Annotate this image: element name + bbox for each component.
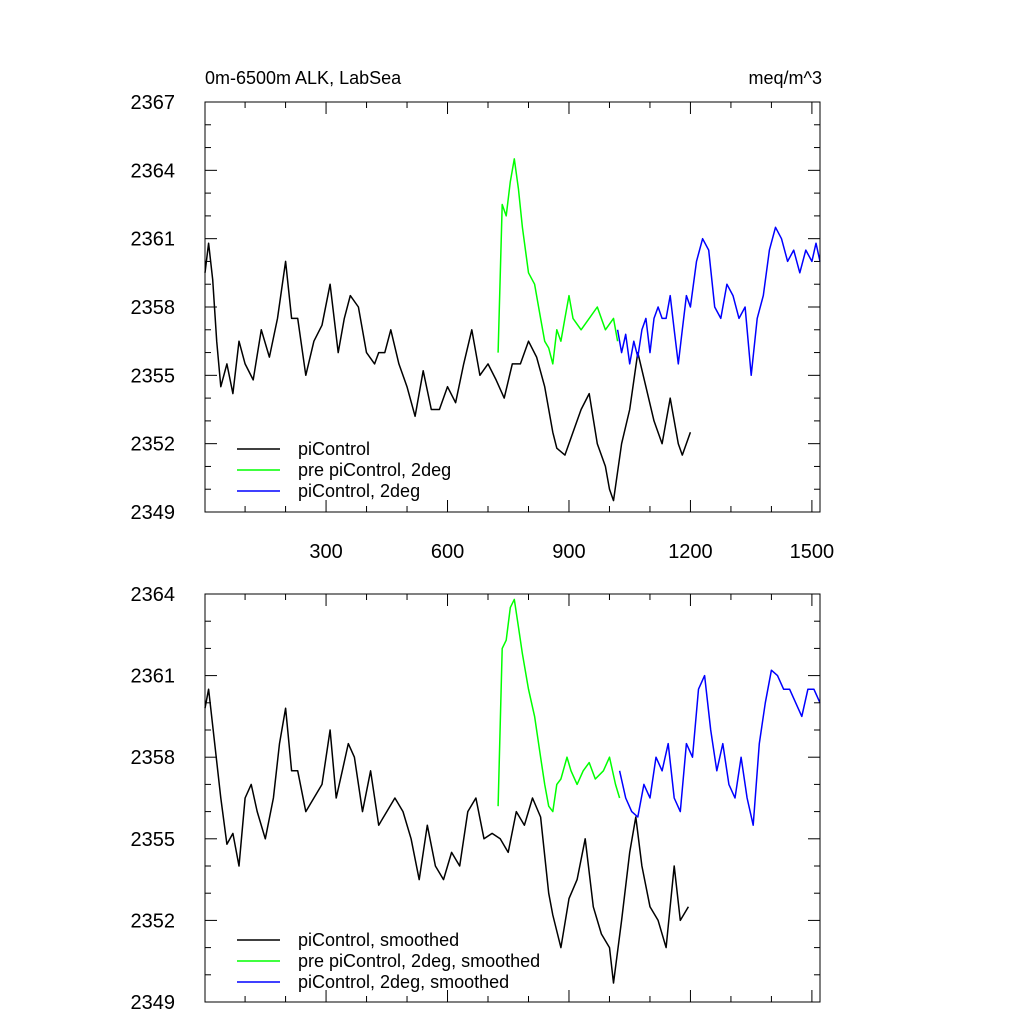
panel1-y-tick-label: 2349 xyxy=(131,992,176,1014)
panel1-series-line-1 xyxy=(497,598,621,813)
panel1-y-tick-label: 2358 xyxy=(131,747,176,769)
panel0-y-tick-label: 2361 xyxy=(131,229,176,251)
panel0-x-tick-label: 900 xyxy=(552,541,585,563)
panel0-x-tick-label: 1500 xyxy=(790,541,835,563)
panel0-series-line-0 xyxy=(204,242,692,502)
panel0-y-tick-label: 2367 xyxy=(131,92,176,114)
panel0-x-tick-label: 600 xyxy=(431,541,464,563)
panel1-legend-label: pre piControl, 2deg, smoothed xyxy=(298,951,540,971)
panel1-legend-label: piControl, 2deg, smoothed xyxy=(298,972,509,992)
top-chart-panel: 2349 2352 2355 2358 2361 2364 2367 300 600 900 120… xyxy=(131,92,835,563)
panel0-y-tick-label: 2355 xyxy=(131,365,176,387)
panel1-series-line-0 xyxy=(204,688,690,984)
panel1-plot-frame xyxy=(204,593,821,1003)
panel1-y-tick-label: 2352 xyxy=(131,910,176,932)
panel0-legend-label: pre piControl, 2deg xyxy=(298,460,451,480)
panel0-legend-label: piControl xyxy=(298,439,370,459)
panel0-series-line-1 xyxy=(497,158,619,365)
panel0-series-line-2 xyxy=(616,226,821,377)
panel0-legend-label: piControl, 2deg xyxy=(298,481,420,501)
bottom-chart-panel: 2349 2352 2355 2358 2361 2364 piControl, smoot… xyxy=(131,584,821,1014)
panel1-series-line-2 xyxy=(618,669,821,826)
panel1-y-tick-label: 2361 xyxy=(131,666,176,688)
panel1-y-tick-label: 2355 xyxy=(131,829,176,851)
panel0-y-tick-label: 2349 xyxy=(131,502,176,524)
panel1-legend-label: piControl, smoothed xyxy=(298,930,459,950)
panel0-x-tick-label: 1200 xyxy=(668,541,713,563)
panel0-y-tick-label: 2358 xyxy=(131,297,176,319)
panel0-y-tick-label: 2352 xyxy=(131,434,176,456)
panel0-y-tick-label: 2364 xyxy=(131,160,176,182)
figure-title: 0m-6500m ALK, LabSea xyxy=(205,68,402,88)
panel1-y-tick-label: 2364 xyxy=(131,584,176,606)
figure-units: meq/m^3 xyxy=(749,68,822,88)
panel0-x-tick-label: 300 xyxy=(309,541,342,563)
